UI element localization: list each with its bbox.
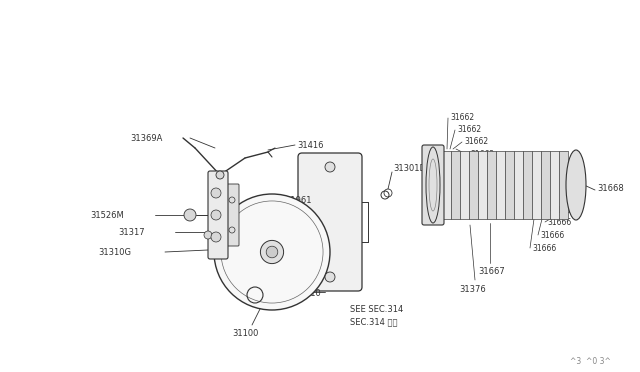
Text: SEE SEC.314: SEE SEC.314 — [350, 305, 403, 314]
FancyBboxPatch shape — [225, 184, 239, 246]
Bar — [505, 151, 514, 219]
Bar — [487, 151, 496, 219]
Circle shape — [211, 188, 221, 198]
FancyBboxPatch shape — [298, 153, 362, 291]
Bar — [469, 151, 478, 219]
Bar — [532, 151, 541, 219]
Text: (1): (1) — [270, 301, 282, 311]
Text: 31301D: 31301D — [393, 164, 426, 173]
Circle shape — [266, 246, 278, 258]
Bar — [559, 151, 568, 219]
Bar — [442, 151, 451, 219]
Bar — [514, 151, 523, 219]
Text: 31961: 31961 — [285, 196, 312, 205]
Text: N: N — [252, 292, 258, 298]
Circle shape — [211, 210, 221, 220]
Circle shape — [260, 240, 284, 264]
FancyBboxPatch shape — [422, 145, 444, 225]
Text: 31667: 31667 — [478, 267, 505, 276]
Bar — [523, 151, 532, 219]
Circle shape — [214, 194, 330, 310]
Circle shape — [184, 209, 196, 221]
Text: 31668: 31668 — [597, 183, 624, 192]
Bar — [541, 151, 550, 219]
Text: 31317: 31317 — [118, 228, 145, 237]
Text: 31376: 31376 — [459, 285, 486, 295]
Bar — [550, 151, 559, 219]
Text: 31100: 31100 — [232, 328, 259, 337]
Text: 31662: 31662 — [470, 150, 494, 158]
Circle shape — [216, 171, 224, 179]
Text: 31662: 31662 — [457, 125, 481, 134]
Bar — [460, 151, 469, 219]
Circle shape — [325, 162, 335, 172]
Text: 31666: 31666 — [532, 244, 556, 253]
Ellipse shape — [566, 150, 586, 220]
Text: SEC.314 参照: SEC.314 参照 — [350, 317, 397, 327]
Text: 31662: 31662 — [450, 112, 474, 122]
Bar — [496, 151, 505, 219]
Bar — [478, 151, 487, 219]
Circle shape — [325, 272, 335, 282]
Text: 31666: 31666 — [540, 231, 564, 240]
Bar — [451, 151, 460, 219]
Circle shape — [211, 232, 221, 242]
Circle shape — [204, 231, 212, 239]
Text: 31662: 31662 — [464, 137, 488, 145]
Text: 31416: 31416 — [297, 141, 323, 150]
Text: 31369A: 31369A — [130, 134, 163, 142]
Text: ^3  ^0 3^: ^3 ^0 3^ — [570, 357, 611, 366]
Text: 31526M: 31526M — [90, 211, 124, 219]
Text: 08911-34410: 08911-34410 — [265, 289, 321, 298]
Text: 31310G: 31310G — [98, 247, 131, 257]
Text: 31273G: 31273G — [280, 214, 313, 222]
Text: 31666: 31666 — [547, 218, 572, 227]
FancyBboxPatch shape — [208, 171, 228, 259]
Text: 31666: 31666 — [552, 205, 576, 215]
